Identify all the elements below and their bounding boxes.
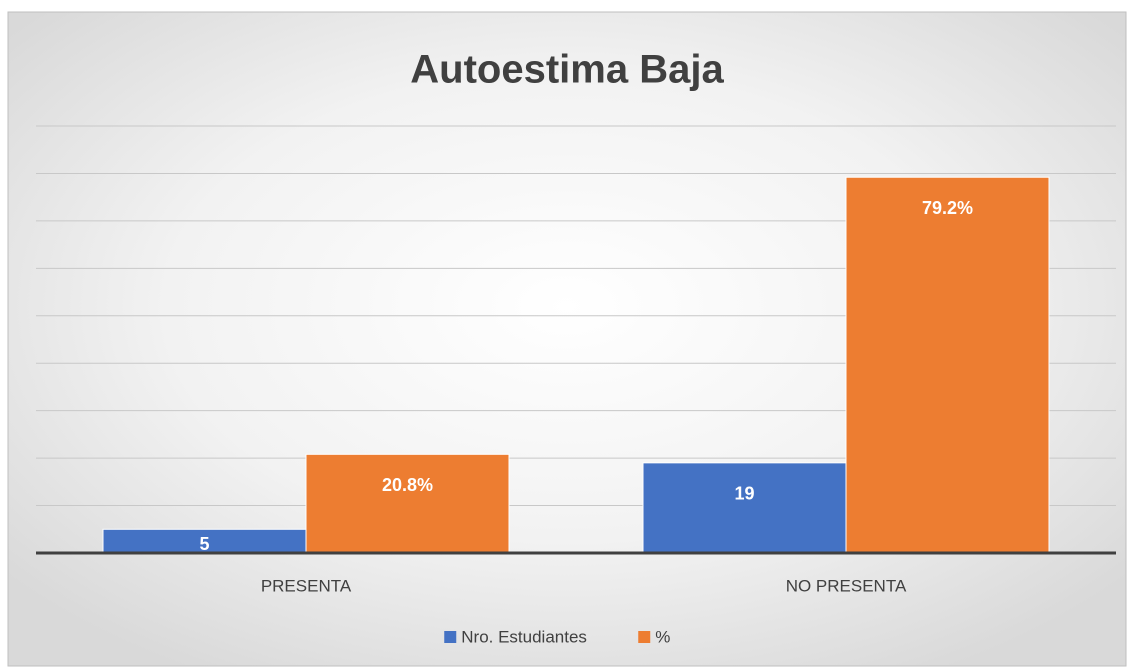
data-label: 19: [734, 484, 754, 504]
legend-swatch: [638, 631, 651, 643]
legend-label: Nro. Estudiantes: [461, 627, 587, 646]
data-label: 79.2%: [922, 198, 973, 218]
bar: [305, 453, 510, 554]
x-tick-label: PRESENTA: [261, 576, 352, 595]
data-label: 5: [199, 534, 209, 554]
bar: [642, 462, 847, 554]
chart-title: Autoestima Baja: [410, 48, 724, 92]
bar: [845, 176, 1050, 554]
legend-swatch: [444, 631, 457, 643]
data-label: 20.8%: [382, 475, 433, 495]
x-tick-label: NO PRESENTA: [786, 576, 907, 595]
legend-label: %: [655, 627, 670, 646]
